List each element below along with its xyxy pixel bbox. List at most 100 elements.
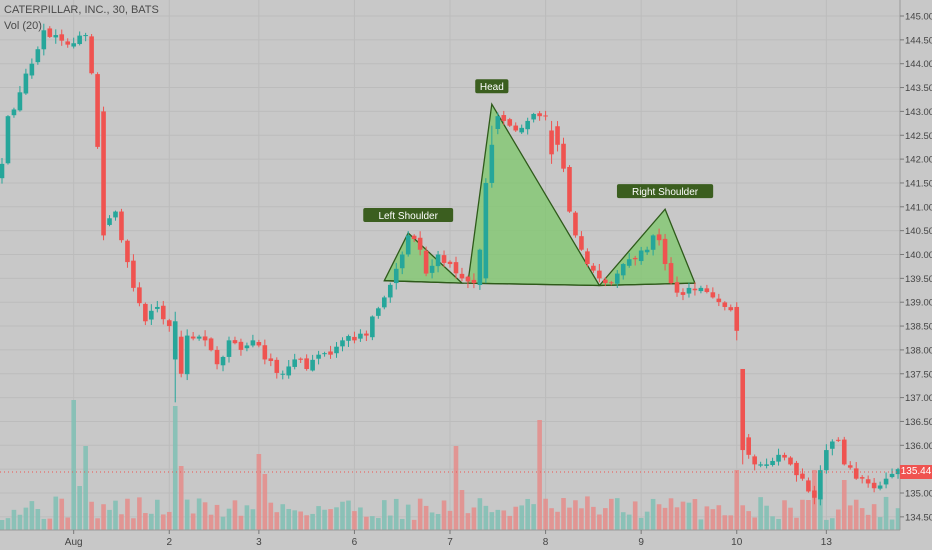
candle-body	[800, 473, 805, 479]
candle-body	[322, 353, 327, 355]
candle-body	[865, 479, 871, 484]
candle-body	[328, 351, 333, 355]
price-tick-label: 137.50	[905, 369, 932, 380]
candle-body	[525, 120, 530, 130]
candle-body	[393, 268, 399, 284]
candle-body	[812, 490, 817, 498]
volume-bar	[716, 505, 722, 530]
candle-body	[597, 270, 602, 279]
candle-body	[131, 260, 136, 288]
candle-body	[346, 336, 351, 341]
volume-bar	[680, 501, 686, 530]
volume-bar	[119, 514, 124, 530]
time-tick-label: 7	[447, 537, 453, 548]
volume-bar	[352, 511, 357, 530]
candle-body	[818, 470, 823, 500]
volume-bar	[895, 508, 901, 530]
price-tick-label: 139.00	[905, 298, 932, 309]
candle-body	[871, 482, 877, 489]
volume-bar	[614, 498, 620, 530]
candle-body	[238, 341, 244, 350]
volume-bar	[740, 505, 746, 530]
price-tick-label: 138.50	[905, 322, 932, 333]
candle-body	[417, 237, 423, 250]
volume-bar	[644, 511, 650, 530]
candle-body	[734, 306, 740, 331]
volume-bar	[77, 486, 82, 530]
candle-body	[722, 302, 728, 307]
volume-bar	[334, 507, 339, 530]
candle-body	[662, 238, 668, 265]
candle-body	[752, 456, 757, 465]
candle-body	[316, 354, 321, 359]
candle-body	[853, 468, 859, 479]
candle-body	[698, 287, 704, 292]
time-tick-label: Aug	[65, 537, 83, 548]
volume-bar	[59, 498, 65, 530]
volume-bar	[244, 505, 250, 530]
volume-bar	[190, 513, 196, 530]
candle-body	[555, 126, 560, 145]
volume-bar	[5, 518, 11, 530]
volume-bar	[758, 497, 763, 530]
volume-bar	[859, 508, 865, 530]
candle-body	[471, 279, 477, 284]
candle-body	[143, 303, 148, 322]
candle-body	[364, 333, 369, 336]
volume-bar	[399, 518, 405, 530]
candle-body	[172, 321, 178, 360]
candle-body	[429, 265, 435, 273]
candle-body	[310, 359, 315, 371]
volume-bar	[166, 511, 172, 530]
volume-bar	[734, 470, 740, 530]
time-tick-label: 10	[731, 537, 743, 548]
candle-body	[644, 249, 650, 253]
candle-body	[405, 235, 411, 255]
pattern-label: Head	[480, 82, 504, 93]
volume-bar	[256, 454, 262, 530]
volume-bar	[710, 509, 716, 530]
candle-body	[435, 254, 441, 267]
candle-body	[298, 358, 303, 360]
volume-bar	[561, 498, 566, 530]
candle-body	[608, 282, 614, 284]
volume-bar	[202, 502, 208, 530]
price-tick-label: 140.00	[905, 250, 932, 261]
time-tick-label: 2	[166, 537, 172, 548]
candle-body	[286, 366, 292, 376]
volume-bar	[131, 518, 136, 530]
candle-body	[585, 251, 590, 265]
volume-bar	[579, 508, 584, 530]
candle-body	[782, 454, 787, 458]
volume-bar	[125, 498, 130, 530]
volume-bar	[382, 500, 387, 530]
volume-bar	[877, 517, 883, 530]
candle-body	[465, 276, 471, 282]
volume-bar	[752, 517, 757, 530]
volume-bar	[853, 499, 859, 530]
candle-body	[160, 305, 166, 320]
volume-bar	[567, 507, 572, 530]
price-tick-label: 143.50	[905, 83, 932, 94]
price-tick-label: 144.50	[905, 35, 932, 46]
candle-body	[352, 336, 357, 341]
volume-bar	[220, 516, 226, 530]
volume-bar	[620, 512, 626, 530]
candle-body	[764, 464, 769, 466]
volume-bar	[0, 519, 5, 530]
volume-bar	[782, 500, 787, 530]
candle-body	[166, 320, 172, 327]
candle-body	[155, 306, 160, 309]
volume-bar	[298, 511, 303, 530]
candle-body	[656, 234, 662, 241]
volume-bar	[172, 406, 178, 530]
candle-body	[340, 340, 345, 347]
candle-body	[47, 28, 53, 37]
volume-bar	[35, 508, 41, 530]
volume-bar	[238, 515, 244, 530]
candle-body	[543, 115, 548, 117]
candle-body	[489, 144, 495, 183]
candle-body	[620, 264, 626, 276]
volume-bar	[184, 499, 190, 530]
